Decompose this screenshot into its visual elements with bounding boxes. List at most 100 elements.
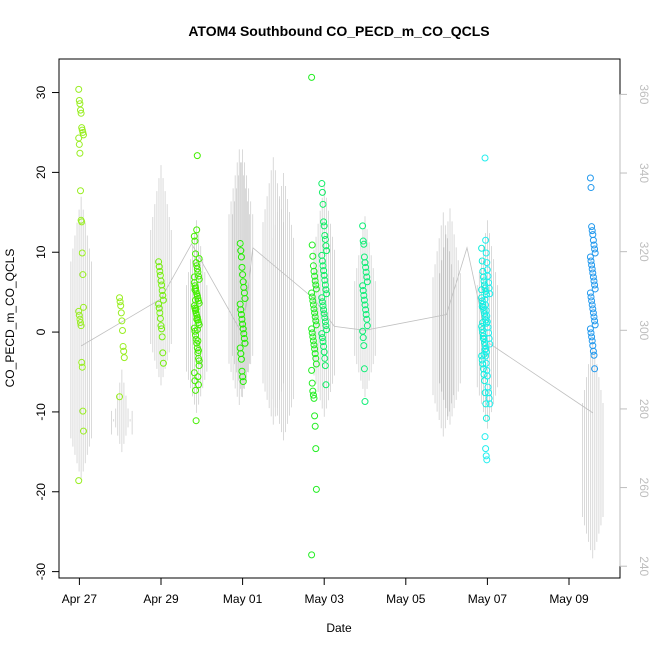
data-point	[588, 265, 596, 273]
data-point	[481, 284, 489, 292]
data-point	[480, 335, 488, 343]
data-point	[156, 267, 164, 275]
data-point	[308, 551, 316, 559]
data-point	[319, 262, 327, 270]
data-point	[359, 282, 367, 290]
data-point	[308, 293, 316, 301]
data-point	[311, 422, 319, 430]
data-point	[590, 241, 598, 249]
data-point	[318, 180, 326, 188]
data-point	[321, 231, 329, 239]
y2-tick-label: 340	[637, 163, 650, 183]
data-point	[78, 358, 86, 366]
data-point	[360, 296, 368, 304]
data-point	[361, 301, 369, 309]
data-point	[191, 237, 199, 245]
data-point	[321, 281, 329, 289]
data-point	[588, 261, 596, 269]
data-point	[588, 337, 596, 345]
data-point	[319, 338, 327, 346]
data-point	[309, 252, 317, 260]
data-point	[239, 378, 247, 386]
y-tick-label: 0	[34, 328, 48, 335]
data-point	[479, 360, 487, 368]
data-point	[194, 337, 202, 345]
data-point	[78, 249, 86, 257]
data-point	[309, 337, 317, 345]
data-point	[311, 412, 319, 420]
data-point	[116, 294, 124, 302]
data-point	[481, 154, 489, 162]
data-point	[311, 350, 319, 358]
data-point	[309, 387, 317, 395]
data-point	[311, 309, 319, 317]
data-point	[240, 330, 248, 338]
data-point	[194, 268, 202, 276]
data-point	[77, 106, 85, 114]
x-tick-label: Apr 27	[62, 592, 98, 606]
data-point	[586, 325, 594, 333]
data-point	[158, 325, 166, 333]
data-point	[589, 236, 597, 244]
data-point	[589, 305, 597, 313]
data-point	[75, 140, 83, 148]
data-point	[323, 247, 331, 255]
data-point	[587, 293, 595, 301]
data-point	[318, 334, 326, 342]
data-point	[478, 303, 486, 311]
data-point	[156, 315, 164, 322]
data-point	[190, 369, 198, 377]
y2-tick-label: 360	[637, 84, 650, 104]
data-point	[195, 321, 203, 329]
data-point	[237, 306, 245, 314]
data-point	[118, 317, 126, 325]
data-point	[318, 257, 326, 265]
data-point	[193, 152, 201, 160]
data-point	[321, 354, 329, 362]
data-point	[586, 174, 594, 182]
x-tick-label: May 07	[468, 592, 508, 606]
data-point	[360, 240, 368, 248]
x-tick-label: Apr 29	[143, 592, 179, 606]
data-point	[308, 241, 316, 249]
data-point	[590, 277, 598, 285]
data-point	[362, 306, 370, 314]
data-point	[362, 268, 370, 276]
data-point	[589, 309, 597, 317]
data-point	[75, 477, 83, 485]
y-tick-label: -30	[34, 563, 48, 581]
data-point	[239, 325, 247, 333]
data-point	[308, 379, 316, 387]
data-point	[483, 259, 491, 267]
data-point	[591, 317, 599, 325]
data-point	[193, 226, 201, 234]
data-point	[194, 381, 202, 389]
data-point	[75, 307, 83, 315]
y2-tick-label: 300	[637, 320, 650, 340]
data-point	[311, 272, 319, 280]
data-point	[159, 359, 167, 367]
y-tick-label: 30	[34, 86, 48, 100]
data-point	[312, 321, 320, 329]
data-point	[482, 249, 490, 257]
data-point	[322, 286, 330, 294]
data-point	[320, 310, 328, 318]
data-point	[239, 271, 247, 279]
data-point	[586, 289, 594, 297]
x-tick-label: May 01	[223, 592, 263, 606]
data-point	[320, 306, 328, 314]
data-point	[359, 237, 367, 245]
data-point	[77, 318, 85, 326]
data-point	[310, 305, 318, 313]
data-point	[78, 363, 86, 371]
data-point	[482, 236, 490, 244]
data-point	[79, 407, 87, 415]
data-point	[320, 222, 328, 230]
data-point	[589, 273, 597, 281]
data-point	[77, 187, 85, 195]
data-point	[480, 350, 488, 358]
data-point	[591, 365, 599, 373]
data-point	[157, 322, 165, 330]
data-point	[359, 287, 367, 295]
data-point	[320, 271, 328, 279]
